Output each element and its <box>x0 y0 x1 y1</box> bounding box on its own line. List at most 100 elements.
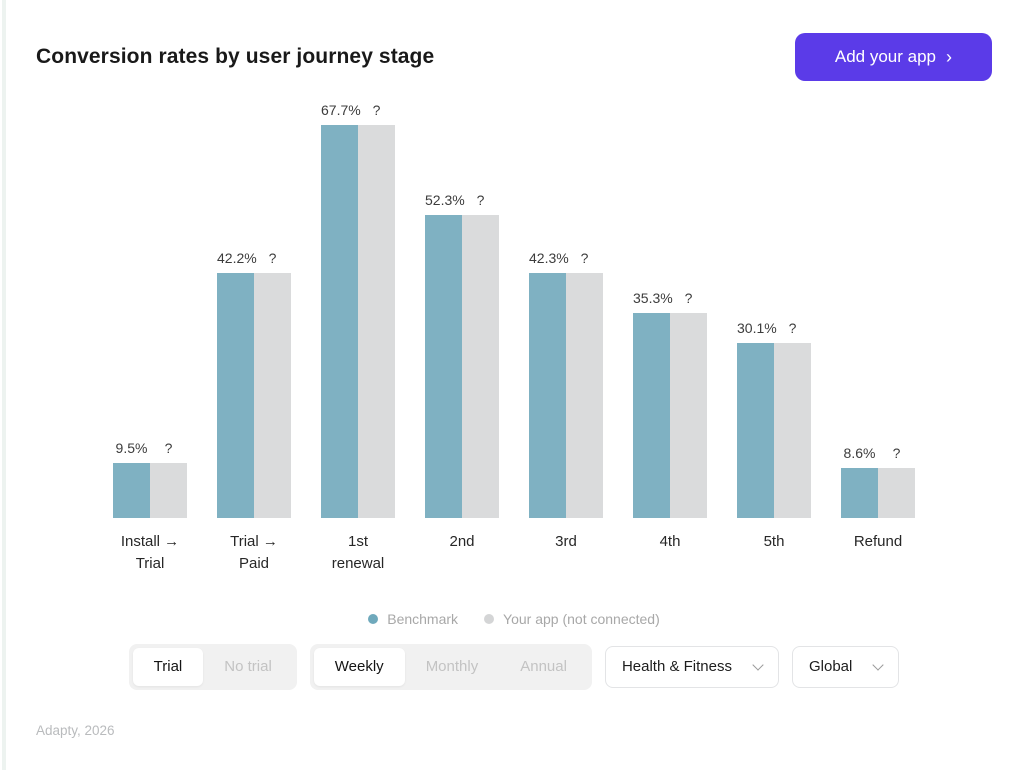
chart-legend: Benchmark Your app (not connected) <box>36 611 992 627</box>
chart-column: 8.6%? Refund <box>841 93 915 575</box>
benchmark-bar <box>841 468 878 518</box>
your-app-placeholder-label: ? <box>580 250 589 266</box>
benchmark-value-label: 9.5% <box>115 440 148 456</box>
benchmark-bar <box>529 273 566 518</box>
add-your-app-button[interactable]: Add your app › <box>794 33 992 81</box>
your-app-placeholder-label: ? <box>788 320 797 336</box>
page-title: Conversion rates by user journey stage <box>36 45 435 68</box>
category-label: Install → Trial <box>120 533 180 572</box>
value-labels: 42.2%? <box>217 250 291 266</box>
your-app-bar <box>462 215 499 518</box>
category-label: 3rd <box>555 533 577 550</box>
benchmark-value-label: 42.2% <box>217 250 257 266</box>
legend-label-your-app: Your app (not connected) <box>503 610 660 627</box>
region-dropdown[interactable]: Global <box>791 645 900 688</box>
bar-pair <box>737 343 811 518</box>
page-edge-decoration <box>2 0 6 770</box>
benchmark-bar <box>113 463 150 518</box>
bar-pair <box>217 273 291 518</box>
legend-item-benchmark: Benchmark <box>368 611 458 627</box>
bars-area: 9.5%? <box>113 93 187 518</box>
your-app-bar <box>254 273 291 518</box>
benchmark-value-label: 8.6% <box>843 445 876 461</box>
category-label: Trial → Paid <box>230 533 278 572</box>
bar-chart: 9.5%? Install → Trial 42.2%? Trial → Paid 67.7… <box>36 93 992 575</box>
your-app-placeholder-label: ? <box>892 445 901 461</box>
benchmark-value-label: 67.7% <box>321 102 361 118</box>
category-label: 5th <box>763 533 785 550</box>
add-your-app-label: Add your app <box>834 47 936 66</box>
your-app-placeholder-label: ? <box>372 102 381 118</box>
your-app-bar <box>358 125 395 518</box>
category-label: 4th <box>659 533 681 550</box>
period-toggle: Weekly Monthly Annual <box>309 643 592 690</box>
your-app-placeholder-label: ? <box>684 290 693 306</box>
benchmark-value-label: 35.3% <box>633 290 673 306</box>
benchmark-dot-icon <box>368 613 379 624</box>
your-app-placeholder-label: ? <box>268 250 277 266</box>
bar-pair <box>425 215 499 518</box>
chart-column: 42.2%? Trial → Paid <box>217 93 291 575</box>
bars-area: 35.3%? <box>633 93 707 518</box>
value-labels: 52.3%? <box>425 192 499 208</box>
value-labels: 8.6%? <box>841 445 915 461</box>
bars-area: 67.7%? <box>321 93 395 518</box>
chevron-down-icon <box>752 658 764 671</box>
toggle-option-monthly[interactable]: Monthly <box>405 648 500 686</box>
toggle-option-weekly[interactable]: Weekly <box>313 647 405 686</box>
your-app-dot-icon <box>484 613 495 624</box>
value-labels: 30.1%? <box>737 320 811 336</box>
chevron-right-icon: › <box>946 46 952 67</box>
category-label: 2nd <box>449 533 475 550</box>
region-dropdown-value: Global <box>808 658 853 675</box>
legend-item-your-app: Your app (not connected) <box>484 611 660 627</box>
bars-area: 42.3%? <box>529 93 603 518</box>
bar-pair <box>529 273 603 518</box>
your-app-bar <box>878 468 915 518</box>
category-label: 1st renewal <box>331 533 385 572</box>
chart-column: 52.3%? 2nd <box>425 93 499 575</box>
chart-column: 67.7%? 1st renewal <box>321 93 395 575</box>
value-labels: 35.3%? <box>633 290 707 306</box>
bar-pair <box>113 463 187 518</box>
benchmark-bar <box>321 125 358 518</box>
category-label: Refund <box>853 533 903 550</box>
benchmark-value-label: 30.1% <box>737 320 777 336</box>
trial-toggle: Trial No trial <box>128 643 297 690</box>
filter-controls: Trial No trial Weekly Monthly Annual Hea… <box>36 643 992 690</box>
chart-column: 30.1%? 5th <box>737 93 811 575</box>
benchmark-bar <box>217 273 254 518</box>
benchmark-value-label: 42.3% <box>529 250 569 266</box>
category-dropdown-value: Health & Fitness <box>621 658 732 675</box>
toggle-option-annual[interactable]: Annual <box>499 648 588 686</box>
your-app-bar <box>774 343 811 518</box>
chart-column: 9.5%? Install → Trial <box>113 93 187 575</box>
category-dropdown[interactable]: Health & Fitness <box>604 645 779 688</box>
legend-label-benchmark: Benchmark <box>387 610 459 627</box>
your-app-bar <box>150 463 187 518</box>
chart-column: 35.3%? 4th <box>633 93 707 575</box>
attribution: Adapty, 2026 <box>36 722 115 738</box>
bars-area: 52.3%? <box>425 93 499 518</box>
your-app-placeholder-label: ? <box>164 440 173 456</box>
bar-pair <box>321 125 395 518</box>
your-app-bar <box>566 273 603 518</box>
benchmark-bar <box>633 313 670 518</box>
value-labels: 9.5%? <box>113 440 187 456</box>
toggle-option-no-trial[interactable]: No trial <box>203 648 293 686</box>
bars-area: 8.6%? <box>841 93 915 518</box>
header: Conversion rates by user journey stage A… <box>36 33 992 81</box>
bar-pair <box>841 468 915 518</box>
value-labels: 42.3%? <box>529 250 603 266</box>
chart-column: 42.3%? 3rd <box>529 93 603 575</box>
bar-pair <box>633 313 707 518</box>
benchmark-value-label: 52.3% <box>425 192 465 208</box>
value-labels: 67.7%? <box>321 102 395 118</box>
benchmark-bar <box>737 343 774 518</box>
bars-area: 30.1%? <box>737 93 811 518</box>
benchmark-bar <box>425 215 462 518</box>
your-app-bar <box>670 313 707 518</box>
your-app-placeholder-label: ? <box>476 192 485 208</box>
toggle-option-trial[interactable]: Trial <box>132 647 204 686</box>
